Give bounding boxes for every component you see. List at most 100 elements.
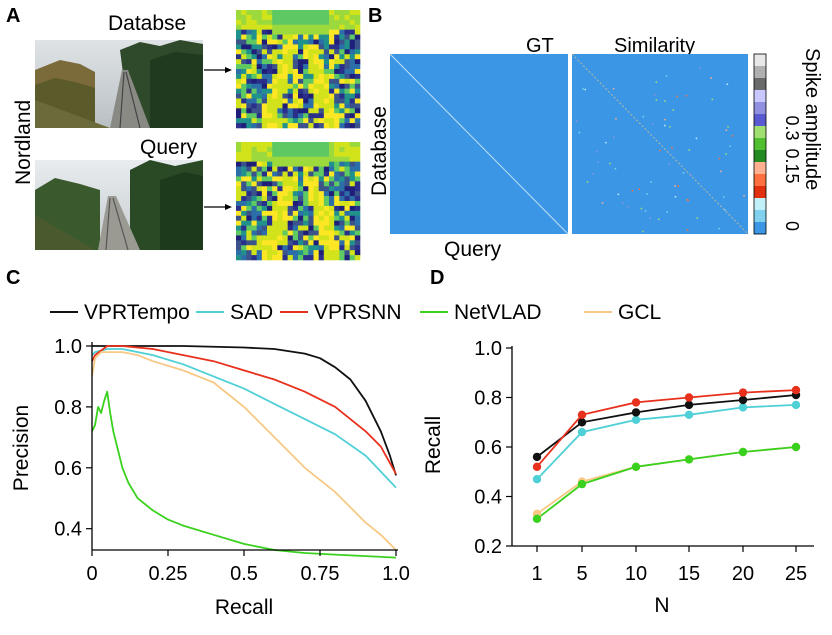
matrix-y-label: Database bbox=[368, 106, 391, 196]
similarity-speckle bbox=[605, 141, 607, 144]
colorbar-tick-high: 0.3 bbox=[782, 115, 802, 140]
data-point-netvlad bbox=[577, 479, 587, 489]
similarity-diagonal bbox=[571, 53, 749, 235]
similarity-speckle bbox=[686, 199, 688, 201]
y-tick-label: 1.0 bbox=[54, 336, 82, 358]
panel-a: A Nordland Databse Query bbox=[6, 5, 361, 261]
similarity-speckle bbox=[699, 67, 701, 69]
colorbar-tick-low: 0 bbox=[782, 221, 802, 231]
series-line-sad bbox=[91, 348, 397, 489]
similarity-speckle bbox=[665, 75, 668, 77]
colorbar-label: Spike amplitude bbox=[801, 48, 823, 190]
colorbar-segment bbox=[754, 78, 766, 91]
x-tick-label: 25 bbox=[785, 563, 807, 585]
similarity-speckle bbox=[609, 162, 611, 165]
data-point-netvlad bbox=[738, 447, 748, 457]
series-line-sad bbox=[536, 404, 797, 480]
x-tick-label: 0.75 bbox=[301, 563, 340, 585]
similarity-label: Similarity bbox=[614, 35, 695, 57]
similarity-speckle bbox=[642, 230, 644, 233]
similarity-speckle bbox=[613, 136, 615, 139]
data-point-vprsnn bbox=[631, 398, 641, 407]
similarity-speckle bbox=[695, 137, 698, 140]
colorbar-segment bbox=[754, 186, 766, 199]
x-tick-label: 5 bbox=[576, 563, 587, 585]
similarity-speckle bbox=[720, 170, 722, 173]
series-line-vprtempo bbox=[536, 394, 797, 458]
y-tick-label: 1.0 bbox=[474, 338, 502, 360]
data-point-sad bbox=[577, 427, 587, 437]
data-point-sad bbox=[791, 400, 801, 410]
similarity-speckle bbox=[596, 150, 598, 153]
similarity-speckle bbox=[597, 161, 599, 163]
series-line-vprsnn bbox=[91, 345, 397, 475]
arrow-icon bbox=[204, 204, 232, 210]
similarity-speckle bbox=[674, 185, 676, 187]
similarity-speckle bbox=[646, 193, 648, 195]
similarity-speckle bbox=[696, 217, 698, 219]
colorbar-segment bbox=[754, 54, 766, 67]
series-line-netvlad bbox=[536, 446, 797, 520]
similarity-speckle bbox=[655, 99, 658, 101]
similarity-speckle bbox=[676, 95, 678, 98]
panel-letter-a: A bbox=[6, 5, 20, 27]
similarity-speckle bbox=[650, 181, 652, 183]
colorbar-frame bbox=[753, 53, 767, 235]
gt-label: GT bbox=[526, 35, 554, 57]
panel-b: B GT Similarity Database Query 0.3 0.15 … bbox=[368, 5, 823, 261]
similarity-speckle bbox=[668, 163, 670, 165]
y-tick-label: 0.2 bbox=[474, 536, 502, 558]
similarity-speckle bbox=[586, 181, 589, 183]
similarity-speckle bbox=[685, 95, 688, 97]
data-point-vprsnn bbox=[738, 388, 748, 397]
similarity-speckle bbox=[688, 149, 690, 151]
precision-recall-chart: 0 0.25 0.5 0.75 1.0 1.0 0.8 0.6 0.4 Recall Precisi… bbox=[10, 336, 410, 619]
data-point-vprtempo bbox=[577, 418, 587, 427]
similarity-speckle bbox=[576, 120, 578, 122]
data-point-vprtempo bbox=[631, 408, 641, 417]
colorbar-segment bbox=[754, 210, 766, 223]
similarity-speckle bbox=[671, 147, 673, 149]
similarity-speckle bbox=[653, 94, 656, 96]
similarity-speckles bbox=[576, 67, 745, 233]
legend-label: VPRTempo bbox=[84, 301, 190, 324]
colorbar-segment bbox=[754, 162, 766, 175]
similarity-speckle bbox=[727, 126, 729, 128]
similarity-speckle bbox=[640, 207, 643, 210]
similarity-speckle bbox=[711, 98, 713, 101]
x-tick-label: 1.0 bbox=[382, 563, 410, 585]
legend: VPRTempo SAD VPRSNN NetVLAD GCL bbox=[50, 301, 661, 324]
similarity-speckle bbox=[642, 115, 645, 118]
data-point-netvlad bbox=[532, 514, 542, 523]
database-photo bbox=[35, 40, 203, 129]
colorbar-segment bbox=[754, 198, 766, 211]
x-tick-label: 10 bbox=[625, 563, 647, 585]
data-point-vprtempo bbox=[738, 395, 748, 405]
similarity-speckle bbox=[615, 118, 617, 120]
panel-letter-d: D bbox=[430, 267, 444, 289]
x-tick-label: 1 bbox=[531, 563, 542, 585]
similarity-speckle bbox=[718, 227, 720, 230]
y-tick-label: 0.4 bbox=[474, 487, 502, 509]
similarity-speckle bbox=[659, 149, 661, 152]
similarity-speckle bbox=[664, 100, 666, 102]
data-point-netvlad bbox=[684, 455, 694, 464]
query-spike-map bbox=[236, 142, 361, 261]
similarity-speckle bbox=[682, 172, 685, 174]
series-line-netvlad bbox=[91, 390, 397, 559]
similarity-speckle bbox=[649, 217, 651, 219]
similarity-speckle bbox=[584, 88, 586, 91]
similarity-speckle bbox=[644, 210, 647, 212]
similarity-speckle bbox=[617, 193, 620, 196]
dataset-label: Nordland bbox=[12, 100, 35, 185]
colorbar-segment bbox=[754, 138, 766, 151]
y-axis-label: Precision bbox=[10, 405, 33, 491]
similarity-speckle bbox=[674, 196, 677, 198]
data-point-netvlad bbox=[631, 462, 641, 471]
similarity-speckle bbox=[724, 209, 726, 211]
data-point-sad bbox=[532, 475, 542, 484]
similarity-speckle bbox=[655, 81, 658, 83]
similarity-speckle bbox=[687, 199, 689, 201]
